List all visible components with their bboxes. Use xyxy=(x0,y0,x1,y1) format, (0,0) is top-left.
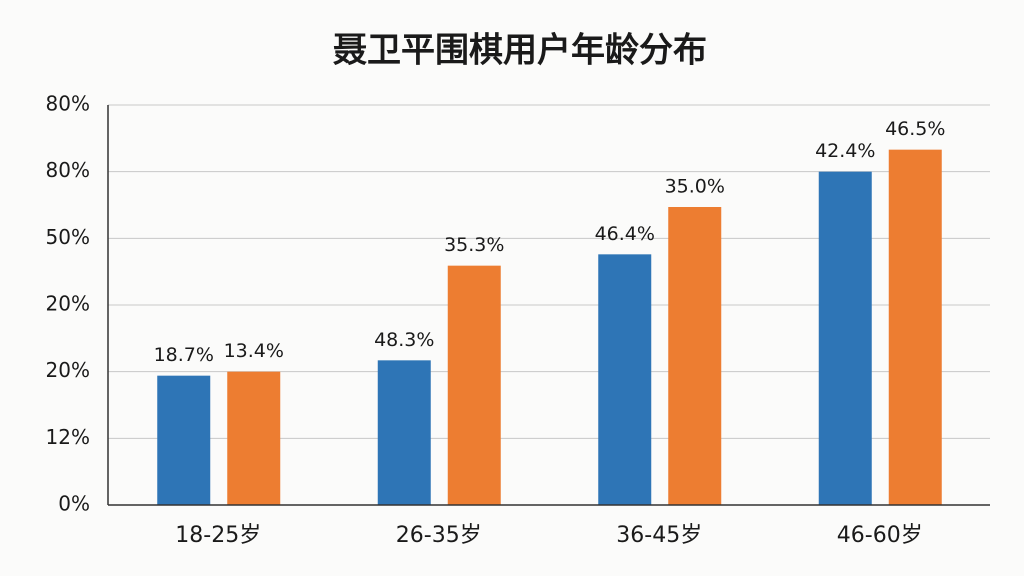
bar xyxy=(157,375,211,505)
y-tick-label: 50% xyxy=(46,225,90,249)
chart-title: 聂卫平围棋用户年龄分布 xyxy=(333,31,707,71)
bar xyxy=(668,207,722,505)
bar xyxy=(888,149,942,505)
value-label: 42.4% xyxy=(815,140,875,162)
value-label: 35.0% xyxy=(665,176,725,198)
x-tick-label: 36-45岁 xyxy=(616,523,702,548)
y-tick-label: 80% xyxy=(46,92,90,116)
bar xyxy=(818,171,872,505)
y-tick-label: 0% xyxy=(58,492,90,516)
value-label: 46.4% xyxy=(595,223,655,245)
bar xyxy=(377,360,431,505)
bar xyxy=(227,371,281,505)
value-label: 48.3% xyxy=(374,329,434,351)
x-tick-label: 26-35岁 xyxy=(396,523,482,548)
y-tick-label: 20% xyxy=(46,292,90,316)
value-label: 46.5% xyxy=(885,118,945,140)
x-tick-label: 46-60岁 xyxy=(837,523,923,548)
value-label: 35.3% xyxy=(444,234,504,256)
value-label: 18.7% xyxy=(154,344,214,366)
y-tick-label: 12% xyxy=(46,425,90,449)
y-tick-label: 80% xyxy=(46,158,90,182)
y-tick-label: 20% xyxy=(46,358,90,382)
bar xyxy=(447,265,501,505)
x-tick-label: 18-25岁 xyxy=(175,523,261,548)
value-label: 13.4% xyxy=(224,340,284,362)
bar xyxy=(598,254,652,505)
